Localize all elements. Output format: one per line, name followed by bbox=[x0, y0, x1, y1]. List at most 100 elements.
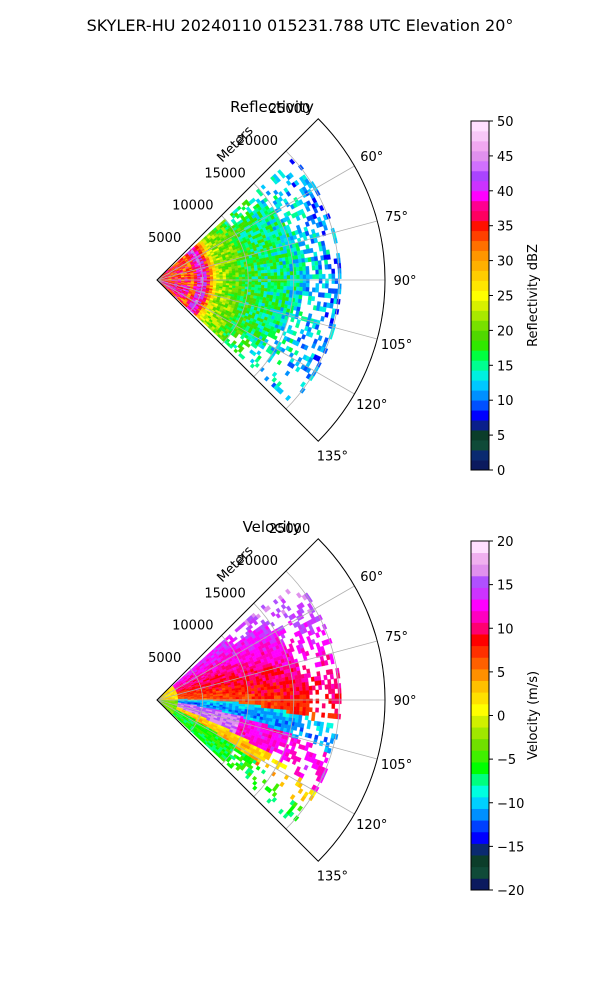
field-cell bbox=[273, 688, 278, 693]
field-cell bbox=[272, 262, 277, 267]
field-cell bbox=[225, 281, 230, 284]
field-cell bbox=[232, 274, 236, 278]
field-cell bbox=[329, 302, 334, 309]
field-cell bbox=[311, 711, 316, 717]
field-cell bbox=[296, 694, 300, 700]
field-cell bbox=[320, 315, 325, 322]
field-cell bbox=[256, 264, 261, 269]
field-cell bbox=[229, 277, 233, 280]
field-cell bbox=[325, 249, 331, 256]
field-cell bbox=[267, 282, 272, 286]
field-cell bbox=[251, 704, 256, 708]
field-cell bbox=[305, 270, 310, 275]
colorbar-tick-label: 5 bbox=[497, 429, 505, 444]
field-cell bbox=[264, 282, 268, 286]
velocity-field bbox=[158, 588, 342, 822]
field-cell bbox=[295, 366, 301, 373]
field-cell bbox=[315, 287, 319, 293]
field-cell bbox=[280, 282, 284, 287]
field-cell bbox=[257, 701, 262, 706]
field-cell bbox=[264, 695, 268, 700]
field-cell bbox=[293, 179, 300, 187]
field-cell bbox=[270, 272, 275, 277]
field-cell bbox=[282, 713, 287, 718]
field-cell bbox=[251, 276, 256, 280]
field-cell bbox=[299, 266, 303, 272]
field-cell bbox=[232, 692, 236, 696]
field-cell bbox=[296, 702, 300, 708]
field-cell bbox=[325, 283, 329, 289]
field-cell bbox=[238, 694, 243, 698]
field-cell bbox=[299, 706, 303, 712]
field-cell bbox=[254, 690, 259, 695]
field-cell bbox=[328, 698, 332, 704]
field-cell bbox=[241, 691, 246, 695]
colorbar-swatch bbox=[471, 230, 489, 242]
field-cell bbox=[257, 693, 262, 697]
colorbar-swatch bbox=[471, 170, 489, 182]
field-cell bbox=[311, 265, 316, 271]
field-cell bbox=[285, 588, 291, 595]
field-cell bbox=[295, 682, 300, 688]
field-cell bbox=[301, 334, 307, 340]
field-cell bbox=[289, 702, 294, 707]
reflectivity-colorbar-label: Reflectivity dBZ bbox=[526, 244, 541, 347]
field-cell bbox=[302, 706, 307, 712]
field-cell bbox=[253, 685, 258, 689]
colorbar-swatch bbox=[471, 330, 489, 341]
field-cell bbox=[277, 282, 281, 287]
field-cell bbox=[270, 695, 275, 700]
colorbar-swatch bbox=[471, 290, 489, 301]
field-cell bbox=[251, 351, 257, 357]
field-cell bbox=[264, 692, 268, 697]
field-cell bbox=[251, 690, 255, 695]
field-cell bbox=[306, 698, 310, 704]
field-cell bbox=[321, 703, 326, 709]
field-cell bbox=[232, 697, 236, 700]
field-cell bbox=[270, 689, 275, 694]
field-cell bbox=[254, 287, 259, 291]
field-cell bbox=[206, 697, 211, 700]
field-cell bbox=[288, 713, 293, 719]
field-cell bbox=[261, 282, 265, 286]
field-cell bbox=[233, 333, 238, 339]
field-cell bbox=[289, 687, 294, 692]
field-cell bbox=[295, 246, 301, 252]
field-cell bbox=[260, 267, 265, 271]
field-cell bbox=[225, 693, 230, 696]
field-cell bbox=[228, 344, 234, 349]
field-cell bbox=[226, 697, 230, 700]
field-cell bbox=[285, 190, 292, 197]
field-cell bbox=[283, 695, 288, 700]
field-cell bbox=[320, 679, 325, 686]
field-cell bbox=[238, 696, 243, 700]
field-cell bbox=[219, 695, 224, 698]
field-cell bbox=[235, 694, 240, 698]
field-cell bbox=[238, 703, 243, 707]
field-cell bbox=[283, 702, 288, 707]
colorbar-swatch bbox=[471, 320, 489, 331]
field-cell bbox=[317, 260, 322, 266]
reflectivity-angle-ticks: 60°75°90°105°120°135° bbox=[317, 150, 417, 464]
field-cell bbox=[289, 710, 294, 715]
field-cell bbox=[260, 270, 265, 274]
field-cell bbox=[275, 681, 280, 686]
azimuth-spoke bbox=[156, 279, 378, 340]
colorbar-swatch bbox=[471, 310, 489, 321]
field-cell bbox=[321, 712, 326, 718]
field-cell bbox=[276, 712, 281, 717]
field-cell bbox=[257, 281, 262, 286]
field-cell bbox=[289, 363, 296, 369]
field-cell bbox=[302, 698, 307, 704]
field-cell bbox=[309, 698, 313, 704]
field-cell bbox=[260, 684, 265, 688]
colorbar-swatch bbox=[471, 180, 489, 192]
colorbar-swatch bbox=[471, 250, 489, 261]
field-cell bbox=[251, 696, 256, 700]
field-cell bbox=[324, 259, 329, 265]
field-cell bbox=[286, 706, 291, 711]
field-cell bbox=[257, 267, 262, 271]
field-cell bbox=[302, 702, 307, 708]
field-cell bbox=[317, 675, 322, 681]
field-cell bbox=[295, 266, 300, 272]
